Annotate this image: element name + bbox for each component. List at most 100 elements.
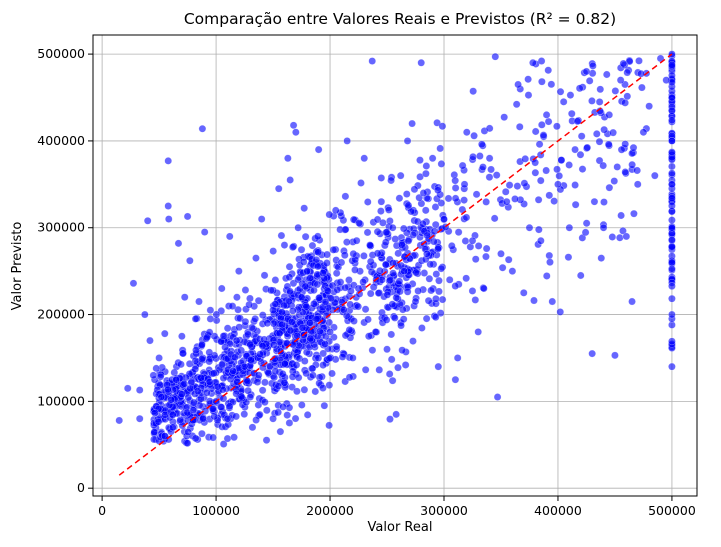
cap-point: [668, 235, 676, 244]
data-point-123: [645, 102, 653, 111]
data-point-127: [668, 362, 676, 371]
cloud-point: [366, 289, 375, 298]
data-point-26: [195, 297, 203, 306]
cloud-point: [279, 403, 287, 411]
cloud-point: [338, 353, 347, 361]
cloud-point: [319, 269, 327, 277]
cloud-point: [438, 295, 447, 304]
cloud-point: [248, 323, 256, 332]
cloud-point: [537, 57, 546, 65]
cloud-point: [277, 231, 286, 240]
cloud-point: [189, 398, 198, 407]
cloud-point: [444, 194, 453, 203]
cloud-point: [255, 410, 264, 419]
cloud-point: [213, 382, 222, 391]
cloud-point: [394, 363, 402, 372]
cloud-point: [373, 227, 382, 236]
cloud-point: [513, 182, 522, 190]
data-point-105: [556, 308, 565, 316]
data-point-81: [440, 215, 448, 223]
data-point-64: [366, 241, 374, 249]
data-point-100: [531, 158, 540, 167]
data-point-61: [348, 354, 357, 362]
data-point-4: [135, 414, 144, 423]
cloud-point: [521, 155, 530, 163]
cloud-point: [451, 184, 460, 192]
data-point-104: [554, 180, 562, 189]
data-point-83: [451, 375, 460, 384]
data-point-110: [582, 67, 591, 76]
data-point-73: [403, 137, 412, 145]
cloud-point: [479, 163, 487, 171]
cloud-point: [531, 127, 540, 136]
cloud-point: [343, 238, 351, 246]
cloud-point: [628, 160, 636, 169]
cloud-point: [311, 387, 320, 396]
cloud-point: [492, 171, 501, 179]
cap-point: [668, 106, 676, 115]
cloud-point: [293, 331, 302, 340]
cloud-point: [391, 235, 400, 243]
cap-point: [668, 294, 676, 303]
cloud-point: [341, 225, 350, 234]
cloud-point: [205, 348, 214, 357]
cloud-point: [409, 337, 417, 345]
cloud-point: [454, 228, 463, 237]
data-point-88: [474, 328, 483, 336]
data-point-51: [294, 223, 302, 232]
data-point-25: [191, 315, 200, 323]
cloud-point: [608, 233, 617, 241]
data-point-1: [123, 384, 132, 393]
cloud-point: [150, 428, 159, 436]
data-point-78: [423, 249, 431, 258]
cloud-point: [288, 383, 296, 391]
cloud-point: [306, 274, 315, 282]
cloud-point: [421, 206, 430, 215]
cloud-point: [323, 259, 331, 267]
cloud-point: [352, 236, 361, 245]
data-point-84: [453, 354, 462, 362]
cloud-point: [254, 371, 263, 380]
cloud-point: [364, 315, 372, 324]
data-point-35: [225, 232, 234, 241]
data-point-7: [146, 336, 154, 345]
cloud-point: [321, 340, 329, 348]
cloud-point: [474, 242, 483, 250]
cloud-point: [422, 314, 431, 323]
x-tick-label-2: 200000: [306, 503, 354, 518]
cloud-point: [576, 150, 585, 159]
cloud-point: [278, 308, 286, 317]
data-point-117: [613, 163, 622, 171]
cloud-point: [504, 255, 513, 264]
cloud-point: [254, 401, 263, 409]
cloud-point: [399, 315, 408, 324]
cloud-point: [390, 314, 399, 322]
cloud-point: [270, 341, 278, 349]
cloud-point: [498, 263, 507, 272]
cloud-point: [274, 382, 283, 390]
cloud-point: [278, 370, 287, 378]
x-axis-ticks: 0 100000 200000 300000 400000 500000: [98, 496, 696, 518]
cloud-point: [629, 143, 638, 152]
cloud-point: [431, 203, 440, 211]
cloud-point: [512, 100, 521, 109]
cloud-point: [325, 381, 334, 389]
cloud-point: [388, 376, 397, 385]
cloud-point: [437, 264, 446, 273]
cloud-point: [633, 166, 642, 175]
data-point-95: [508, 267, 517, 275]
cloud-point: [288, 318, 296, 326]
x-tick-label-5: 500000: [648, 503, 696, 518]
cloud-point: [490, 214, 499, 223]
cloud-point: [245, 300, 253, 309]
cloud-point: [621, 98, 629, 107]
data-point-85: [460, 180, 469, 189]
cloud-point: [539, 131, 548, 140]
cloud-point: [271, 276, 280, 284]
cloud-point: [286, 287, 294, 296]
cloud-point: [388, 300, 397, 309]
cloud-point: [298, 323, 307, 332]
cloud-point: [404, 237, 413, 245]
cloud-point: [477, 140, 486, 149]
cloud-point: [300, 204, 309, 213]
